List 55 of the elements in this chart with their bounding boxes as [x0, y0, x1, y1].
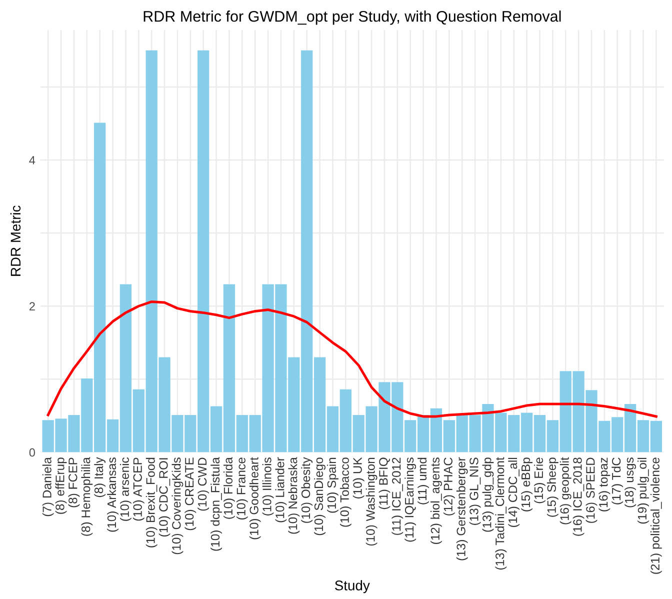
x-tick-label: (13) Gerstenberger: [456, 457, 468, 560]
x-tick-label: (10) Spain: [327, 458, 338, 513]
x-tick-label: (15) Erie: [534, 458, 546, 504]
x-tick-label: (19) pulg_oil: [638, 458, 649, 524]
x-tick-label: (16) topaz: [598, 458, 610, 512]
x-tick-label: (7) Daniela: [42, 457, 54, 516]
x-tick-label: (10) France: [236, 458, 248, 520]
x-tick-label: (10) CoveringKids: [172, 458, 184, 554]
x-tick-label: (8) Hemophilia: [81, 457, 93, 536]
x-tick-label: (8) Italy: [94, 457, 106, 498]
x-tick-label: (10) Liander: [275, 457, 287, 522]
x-tick-label: (21) political_violence: [650, 458, 662, 574]
y-tick-label: 4: [29, 156, 36, 164]
x-tick-label: (10) Washington: [366, 458, 378, 546]
x-tick-label: (16) SPEED: [586, 458, 598, 523]
x-tick-label: (10) Brexit_Food: [146, 458, 158, 548]
x-tick-label: (10) Arkansas: [107, 458, 118, 532]
x-tick-label: (10) UK: [352, 457, 364, 498]
x-tick-label: (15) Sheep: [546, 458, 558, 517]
x-tick-label: (13) pulg_gdp: [482, 458, 494, 532]
x-tick-label: (10) CDC_ROI: [158, 458, 170, 536]
chart-title: RDR Metric for GWDM_opt per Study, with Question Removal: [144, 10, 561, 25]
x-tick-label: (12) PHAC: [443, 458, 455, 516]
x-tick-label: (13) Tadini_Clermont: [495, 457, 507, 570]
x-tick-label: (10) CREATE: [184, 458, 196, 530]
x-tick-label: (10) Goodheart: [249, 457, 261, 540]
x-tick-label: (10) Florida: [224, 457, 235, 519]
x-tick-label: (12) biol_agents: [430, 458, 442, 544]
x-tick-label: (10) SanDiego: [314, 458, 326, 536]
x-tick-label: (10) Illinois: [262, 458, 274, 516]
x-tick-label: (13) GL_NIS: [469, 458, 481, 525]
x-tick-label: (10) CWD: [198, 458, 210, 511]
x-tick-label: (14) CDC_all: [508, 458, 520, 527]
x-tick-label: (10) ATCEP: [132, 458, 144, 521]
x-tick-label: (8) FCEP: [68, 458, 80, 508]
x-axis-title: Study: [335, 580, 370, 594]
x-tick-label: (18) usgs: [624, 458, 636, 508]
x-tick-label: (16) geopolit: [560, 457, 572, 524]
x-tick-label: (8) effErup: [55, 458, 67, 514]
x-tick-label: (11) ICE_2012: [392, 458, 404, 535]
x-tick-label: (11) BFIQ: [378, 458, 390, 510]
line-series: [46, 300, 658, 418]
x-tick-label: (11) umd: [418, 458, 429, 504]
x-tick-label: (10) Obesity: [301, 457, 313, 523]
x-tick-label: (15) eBBp: [521, 458, 532, 512]
x-tick-label: (10) Nebraska: [288, 457, 300, 534]
x-tick-label: (11) IQEarnings: [404, 458, 416, 542]
y-tick-label: 0: [29, 448, 35, 457]
x-tick-label: (10) Tobacco: [340, 458, 352, 527]
x-tick-label: (16) ICE_2018: [572, 458, 584, 536]
y-tick-label: 2: [29, 302, 35, 310]
x-tick-label: (10) arsenic: [120, 457, 132, 521]
x-tick-label: (10) dcpn_Fistula: [210, 457, 222, 551]
x-tick-label: (17) TdC: [612, 458, 624, 504]
y-axis-title: RDR Metric: [10, 206, 21, 276]
